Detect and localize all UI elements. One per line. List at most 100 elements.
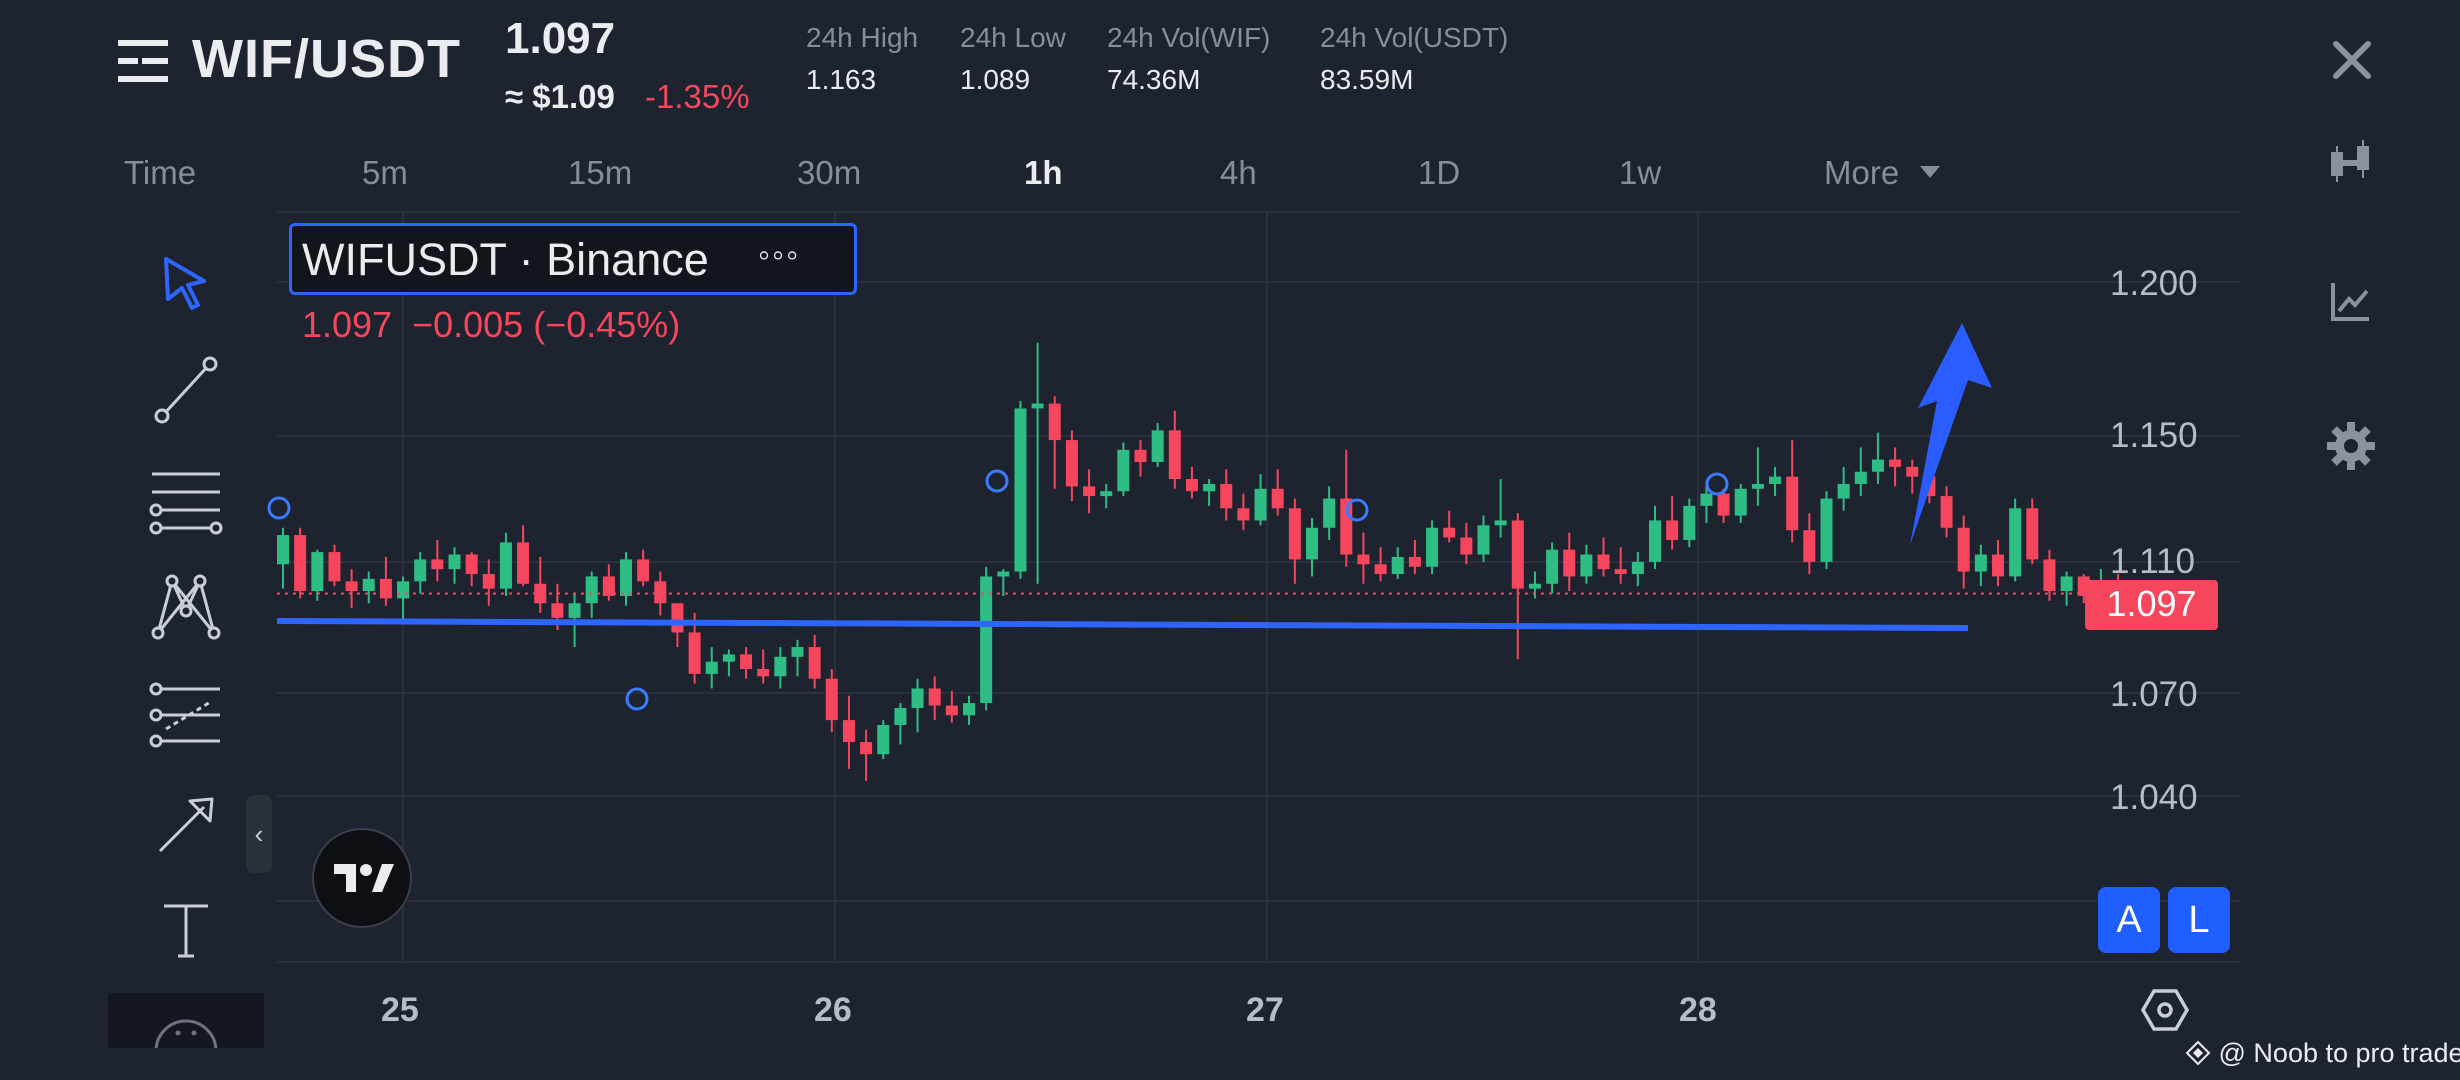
caret-down-icon[interactable] xyxy=(1920,166,1940,178)
tab-1d[interactable]: 1D xyxy=(1418,154,1461,191)
candle-body xyxy=(1031,403,1044,409)
candle-body xyxy=(1597,554,1610,570)
last-price: 1.097 xyxy=(505,14,616,63)
stat-label-24h-low: 24h Low xyxy=(960,22,1066,53)
candle-body xyxy=(980,576,993,704)
candle-body xyxy=(1906,466,1919,477)
tab-15m[interactable]: 15m xyxy=(568,154,633,191)
candle-body xyxy=(1168,430,1181,480)
candle-body xyxy=(1700,493,1713,506)
candle-body xyxy=(2026,508,2039,560)
symbol-name[interactable]: WIFUSDT · Binance xyxy=(302,234,709,285)
candle-body xyxy=(1563,549,1576,577)
signal-marker xyxy=(1705,472,1729,496)
trendline-tool-icon[interactable] xyxy=(146,350,226,430)
candle-body xyxy=(860,742,873,755)
candle-body xyxy=(294,535,307,592)
candle-body xyxy=(963,703,975,716)
candle-body xyxy=(345,581,358,592)
tab-1w[interactable]: 1w xyxy=(1619,154,1662,191)
candle-body xyxy=(1837,483,1850,499)
candle-body xyxy=(1666,520,1679,540)
candle-body xyxy=(1854,471,1867,484)
candle-body xyxy=(1546,549,1559,584)
collapse-toolbar-button[interactable]: ‹ xyxy=(246,795,272,873)
chart-grid xyxy=(277,211,2240,963)
pattern-tool-icon[interactable] xyxy=(146,565,226,645)
candle-body xyxy=(465,554,478,575)
candle-body xyxy=(1443,527,1456,538)
auto-scale-button[interactable]: A xyxy=(2098,887,2160,953)
candlestick-icon[interactable] xyxy=(2325,138,2377,190)
candle-body xyxy=(379,578,392,599)
cursor-tool-icon[interactable] xyxy=(146,245,226,325)
change-percent: -1.35% xyxy=(645,78,750,115)
candle-body xyxy=(1511,520,1524,589)
tab-5m[interactable]: 5m xyxy=(362,154,408,191)
tab-time[interactable]: Time xyxy=(124,154,197,191)
candle-body xyxy=(414,559,427,582)
candle-body xyxy=(397,581,410,599)
current-price-tag-text: 1.097 xyxy=(2106,583,2197,624)
candle-body xyxy=(602,576,615,596)
symbol-legend-box[interactable] xyxy=(289,223,857,295)
forecast-tool-icon[interactable] xyxy=(146,675,226,755)
candle-body xyxy=(1100,491,1113,497)
candle-body xyxy=(911,688,924,708)
y-tick-label: 1.070 xyxy=(2110,675,2198,714)
pair-title[interactable]: WIF/USDT xyxy=(192,29,461,89)
candle-body xyxy=(1271,488,1284,509)
candle-body xyxy=(499,542,512,589)
y-tick-label: 1.110 xyxy=(2110,542,2195,581)
candle-body xyxy=(362,578,375,592)
candle-body xyxy=(688,632,701,674)
stat-value-24h-high: 1.163 xyxy=(806,64,877,95)
y-tick-label: 1.150 xyxy=(2110,416,2198,455)
legend-more-icon[interactable]: ◦◦◦ xyxy=(758,236,801,274)
watermark: @ Noob to pro trader xyxy=(2185,1038,2460,1069)
candle-body xyxy=(277,535,289,565)
candle-body xyxy=(517,542,530,584)
tab-1h[interactable]: 1h xyxy=(1024,154,1063,191)
x-tick-label: 25 xyxy=(381,991,419,1029)
candle-body xyxy=(482,574,495,589)
chart-overlays xyxy=(267,323,2085,711)
signal-marker xyxy=(1345,498,1369,522)
candle-body xyxy=(1083,486,1096,497)
candle-body xyxy=(1340,498,1353,555)
candle-body xyxy=(1871,459,1884,472)
candle-body xyxy=(1751,483,1764,489)
candle-body xyxy=(1203,483,1216,492)
chart-settings-icon[interactable] xyxy=(2140,985,2190,1035)
stat-value-24h-vol-quote: 83.59M xyxy=(1320,64,1414,95)
ohlc-readout: 1.097 −0.005 (−0.45%) xyxy=(302,304,681,345)
text-tool-icon[interactable] xyxy=(146,890,226,970)
menu-icon[interactable] xyxy=(118,38,168,84)
log-scale-button[interactable]: L xyxy=(2168,887,2230,953)
fib-retracement-tool-icon[interactable] xyxy=(146,460,226,540)
candle-body xyxy=(1323,498,1336,528)
candle-body xyxy=(757,668,770,677)
candle-body xyxy=(1957,527,1970,572)
stat-value-24h-low: 1.089 xyxy=(960,64,1031,95)
candle-body xyxy=(328,552,341,582)
indicator-icon[interactable] xyxy=(2325,275,2377,327)
x-tick-label: 28 xyxy=(1679,991,1717,1029)
signal-marker xyxy=(985,469,1009,493)
y-tick-label: 1.040 xyxy=(2110,778,2198,817)
candle-body xyxy=(671,603,684,633)
tab-4h[interactable]: 4h xyxy=(1220,154,1257,191)
gear-icon[interactable] xyxy=(2325,420,2377,472)
candle-body xyxy=(1460,537,1473,555)
candle-body xyxy=(808,647,821,679)
tab-more[interactable]: More xyxy=(1824,154,1900,191)
signal-marker xyxy=(625,687,649,711)
current-price-tag xyxy=(2085,580,2218,630)
close-icon[interactable] xyxy=(2328,36,2376,84)
watermark-text: @ Noob to pro trader xyxy=(2218,1038,2460,1068)
x-tick-label: 26 xyxy=(814,991,852,1029)
candle-body xyxy=(1117,449,1130,492)
tab-30m[interactable]: 30m xyxy=(797,154,862,191)
candle-body xyxy=(1288,508,1301,560)
arrow-tool-icon[interactable] xyxy=(146,785,226,865)
